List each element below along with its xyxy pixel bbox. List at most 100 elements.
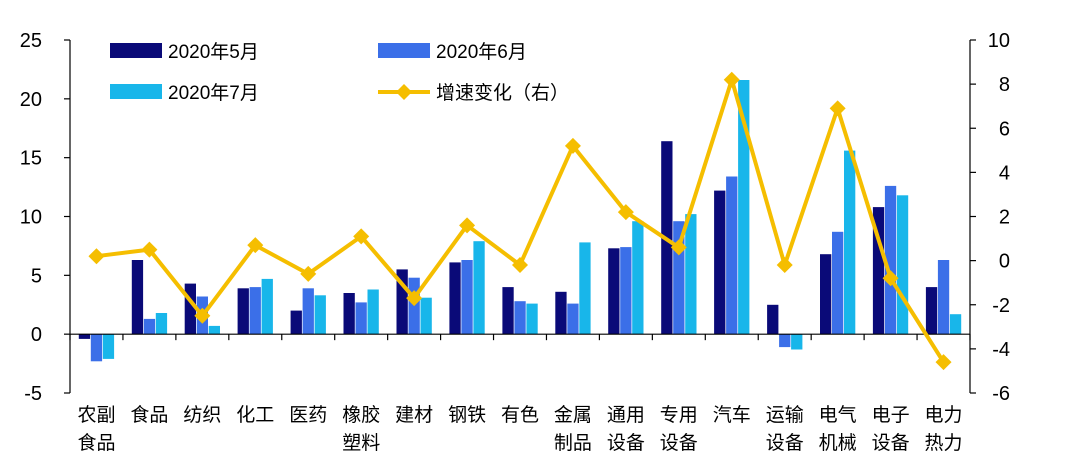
legend-swatch-2020-jun [378, 43, 430, 58]
category-label: 电气 [819, 404, 857, 426]
bar-series2-cat10 [567, 303, 579, 335]
legend-swatch-2020-may [110, 43, 162, 58]
bar-series1-cat14 [767, 304, 779, 335]
axes-layer: -5 0 5 10 15 20 25 -6 -4 -2 0 2 4 6 8 10 [20, 30, 1010, 405]
growth-change-point-cat7 [406, 290, 423, 307]
growth-change-point-cat5 [300, 265, 317, 282]
right-tick-label: -4 [992, 339, 1010, 361]
bar-series3-cat5 [314, 295, 326, 335]
left-tick-label: 10 [20, 207, 42, 229]
bar-series3-cat14 [791, 334, 803, 350]
bar-series3-cat13 [738, 80, 750, 335]
legend-label-2020-may: 2020年5月 [168, 41, 259, 63]
bar-series1-cat16 [872, 207, 885, 335]
growth-change-point-cat12 [670, 239, 687, 256]
bar-series1-cat10 [555, 291, 567, 335]
bar-series1-cat17 [925, 287, 938, 335]
growth-change-point-cat9 [512, 257, 528, 274]
bar-series3-cat8 [473, 241, 485, 335]
category-label: 通用 [607, 404, 645, 426]
bar-series1-cat7 [396, 269, 408, 335]
legend-swatch-2020-jul [110, 84, 162, 99]
bar-series3-cat4 [261, 278, 273, 335]
legend-label-2020-jul: 2020年7月 [168, 82, 259, 104]
category-label: 医药 [289, 404, 327, 426]
category-label: 塑料 [342, 432, 380, 454]
legend-label-2020-jun: 2020年6月 [436, 41, 527, 63]
category-label: 热力 [924, 432, 962, 454]
growth-change-point-cat8 [459, 217, 476, 234]
legend-marker-growth-change [396, 84, 412, 100]
category-label: 电力 [924, 404, 962, 426]
growth-change-point-cat13 [723, 71, 740, 88]
growth-change-point-cat14 [776, 257, 793, 274]
category-label: 农副 [77, 404, 115, 426]
right-tick-label: 4 [999, 162, 1010, 184]
legend-label-growth-change: 增速变化（右） [436, 82, 569, 104]
left-tick-label: 5 [31, 265, 42, 287]
category-label: 专用 [660, 404, 698, 426]
bar-series3-cat6 [367, 289, 379, 335]
right-tick-label: 6 [999, 118, 1010, 140]
category-label: 设备 [607, 432, 645, 454]
left-tick-label: 0 [31, 324, 42, 346]
bars-layer [78, 80, 962, 362]
bar-series3-cat7 [420, 297, 432, 335]
bar-series1-cat4 [237, 288, 249, 335]
category-label: 橡胶 [342, 404, 380, 426]
bar-series1-cat15 [820, 254, 832, 335]
bar-series1-cat6 [343, 293, 355, 335]
category-label: 设备 [872, 432, 910, 454]
category-label: 电子 [872, 404, 910, 426]
growth-change-point-cat15 [829, 100, 846, 117]
category-label: 设备 [660, 432, 698, 454]
bar-series2-cat1 [90, 334, 103, 362]
category-label: 设备 [766, 432, 804, 454]
left-tick-label: 15 [20, 148, 42, 170]
growth-change-point-cat16 [882, 270, 899, 287]
bar-series1-cat1 [78, 334, 91, 339]
bar-series1-cat3 [184, 283, 196, 335]
bar-series3-cat17 [949, 314, 962, 335]
bar-series1-cat2 [131, 260, 144, 335]
bar-series2-cat15 [832, 231, 844, 335]
bar-series2-cat11 [620, 247, 632, 335]
growth-change-point-cat11 [617, 204, 634, 221]
growth-change-point-cat6 [353, 228, 370, 245]
bar-series1-cat9 [502, 287, 514, 335]
category-label: 汽车 [713, 404, 751, 426]
legend: 2020年5月 2020年6月 2020年7月 增速变化（右） [110, 41, 569, 104]
growth-change-point-cat3 [194, 307, 211, 324]
bar-series3-cat12 [685, 214, 697, 335]
right-tick-label: 0 [999, 251, 1010, 273]
bar-series3-cat16 [896, 195, 909, 335]
bar-series2-cat16 [884, 185, 897, 335]
category-label: 制品 [554, 432, 592, 454]
left-tick-label: 20 [20, 89, 42, 111]
bar-series3-cat2 [155, 313, 168, 335]
right-tick-label: 10 [988, 30, 1010, 52]
category-label: 钢铁 [448, 404, 486, 426]
growth-change-point-cat2 [141, 241, 158, 258]
bar-series2-cat8 [461, 260, 473, 335]
right-tick-label: -2 [992, 295, 1010, 317]
left-tick-label: -5 [24, 383, 42, 405]
bar-series2-cat2 [143, 318, 156, 335]
bar-series3-cat3 [208, 325, 220, 335]
right-tick-label: 2 [999, 207, 1010, 229]
category-label: 金属 [554, 404, 592, 426]
bar-series1-cat13 [714, 190, 726, 335]
category-label: 化工 [236, 404, 274, 426]
bar-series3-cat10 [579, 242, 591, 335]
bar-series3-cat11 [632, 221, 644, 335]
right-tick-label: 8 [999, 74, 1010, 96]
bar-series2-cat9 [514, 301, 526, 335]
bar-series2-cat4 [249, 287, 261, 335]
bar-series3-cat1 [102, 334, 115, 359]
bar-series3-cat15 [844, 150, 856, 335]
bar-series2-cat17 [937, 260, 950, 335]
category-label: 食品 [130, 404, 168, 426]
bar-series2-cat6 [355, 302, 367, 335]
growth-change-point-cat1 [88, 248, 105, 265]
